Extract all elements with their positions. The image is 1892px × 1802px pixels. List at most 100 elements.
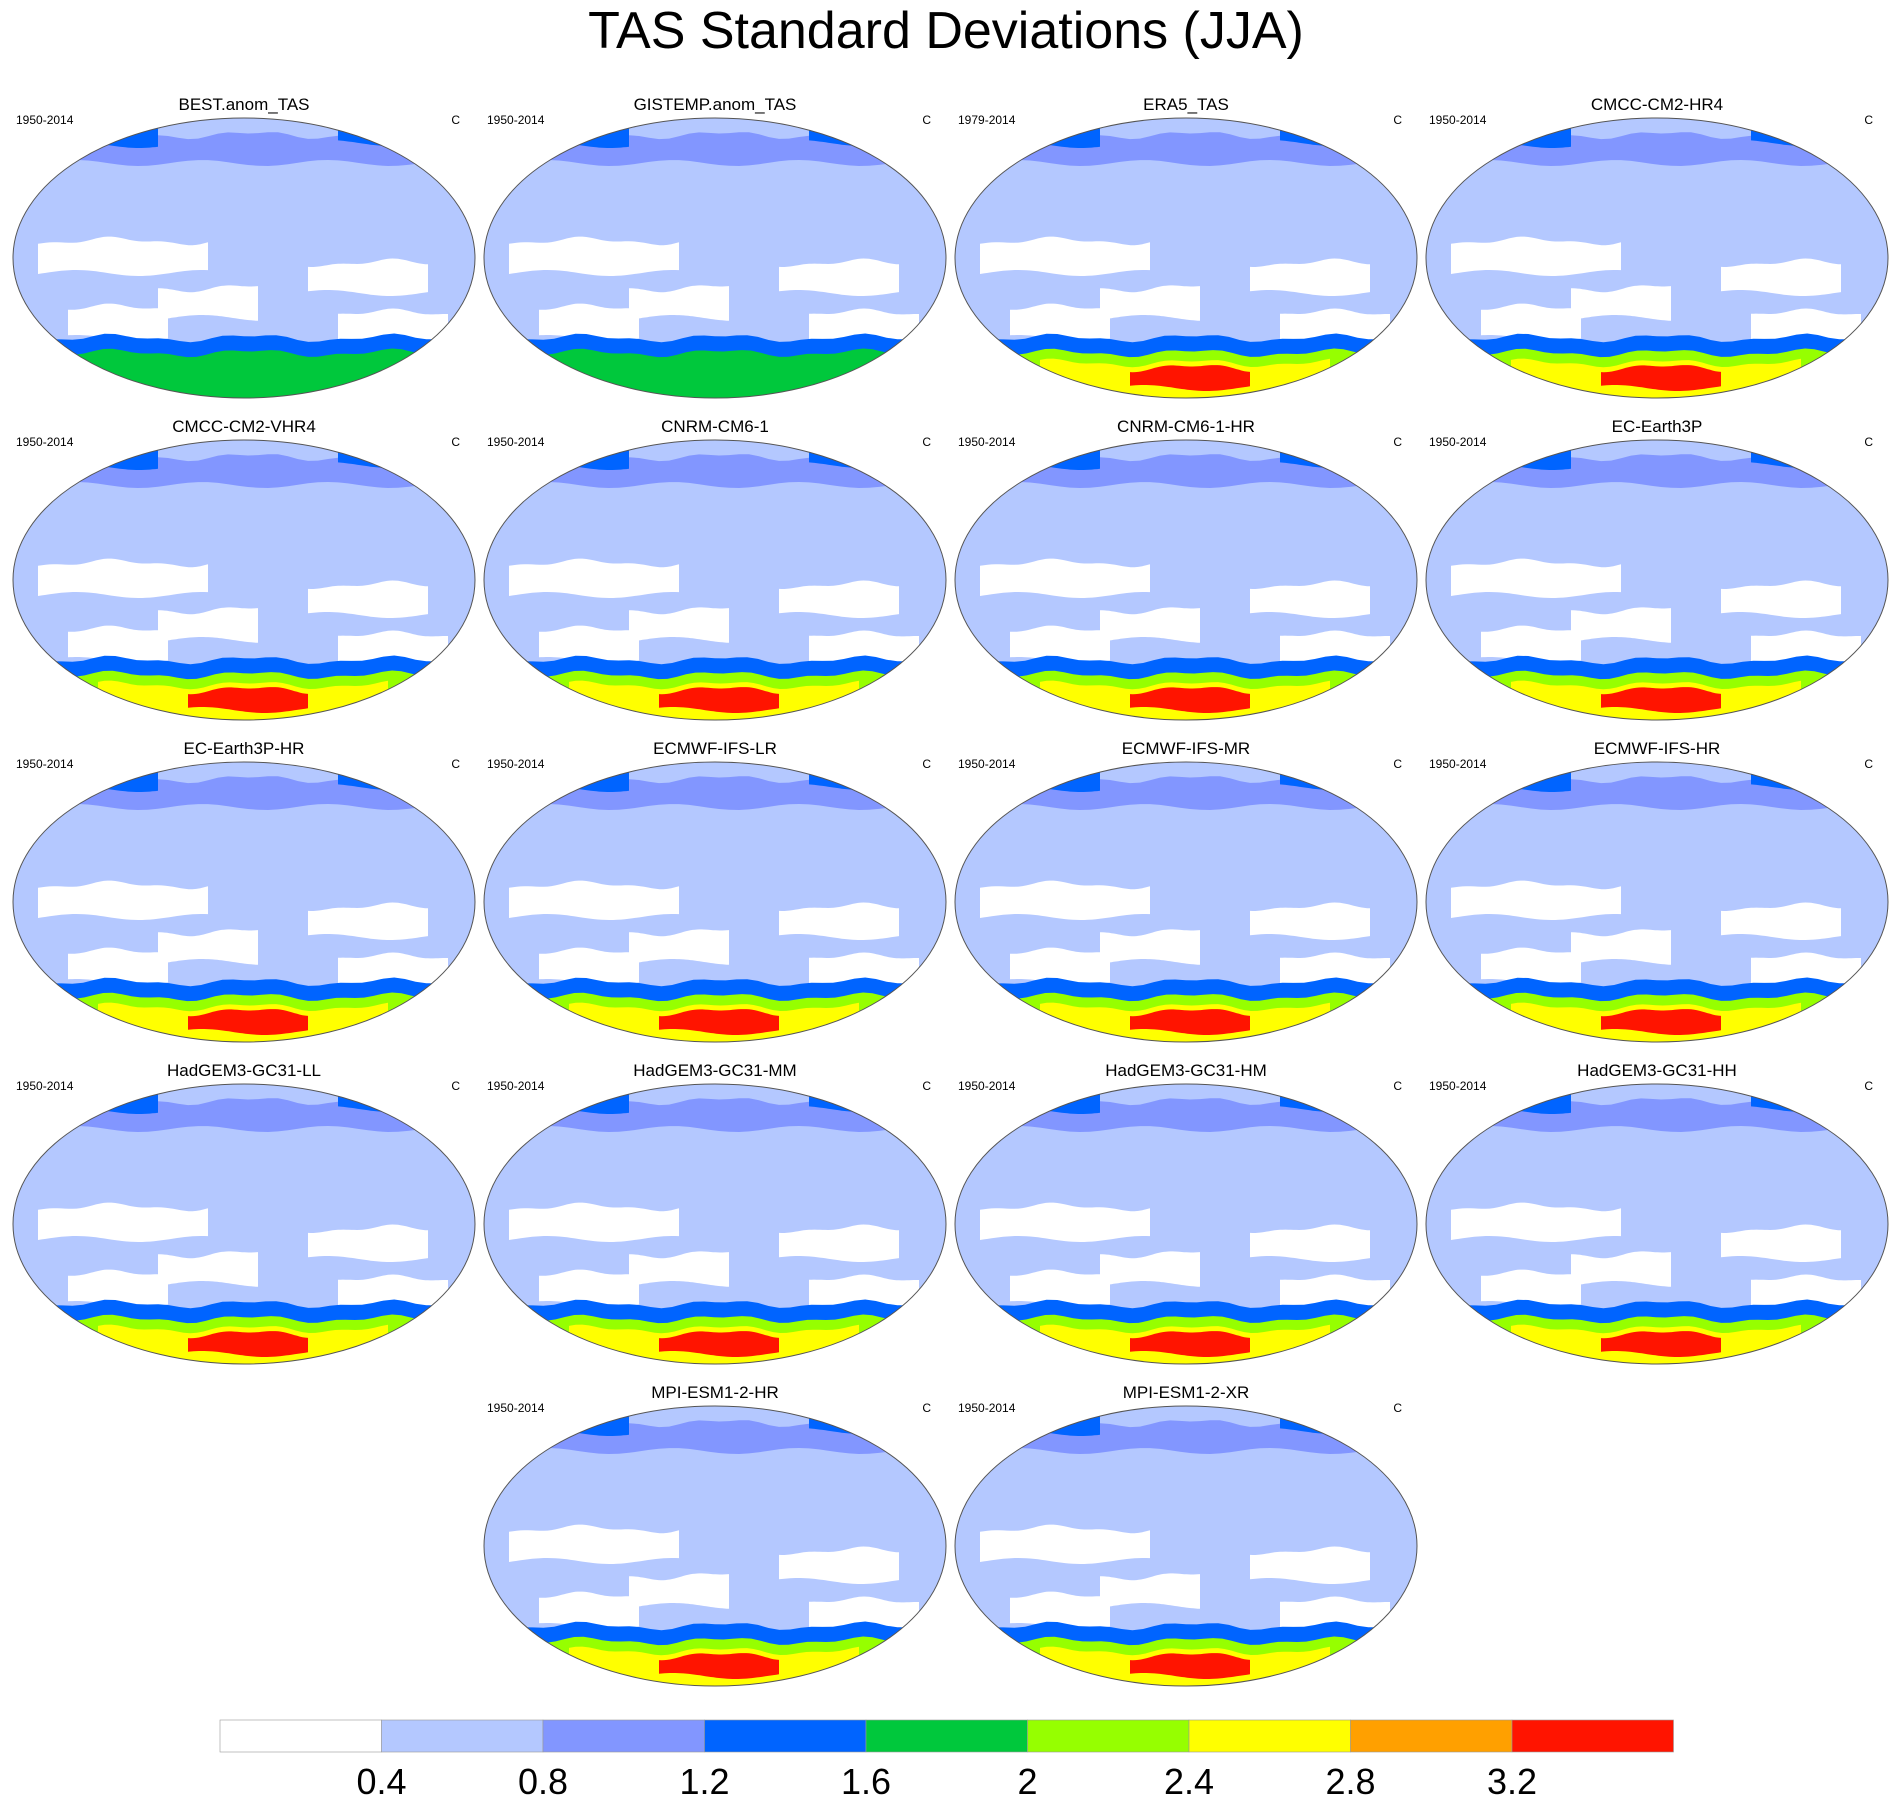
southern-variance-peak bbox=[1130, 687, 1250, 713]
robinson-map bbox=[954, 761, 1418, 1043]
map-outline bbox=[954, 1083, 1418, 1365]
map-panel: ECMWF-IFS-HR 1950-2014 C bbox=[1421, 739, 1892, 1051]
map-outline bbox=[954, 117, 1418, 399]
low-variance-band bbox=[1571, 929, 1671, 965]
panel-title: CMCC-CM2-HR4 bbox=[1590, 95, 1724, 114]
robinson-map bbox=[483, 439, 947, 721]
map-outline bbox=[954, 1405, 1418, 1687]
northern-variance-core bbox=[38, 766, 158, 792]
low-variance-band bbox=[809, 308, 919, 346]
northern-variance-core bbox=[509, 122, 629, 148]
panel-title: ECMWF-IFS-HR bbox=[1593, 739, 1721, 758]
map-panel: CNRM-CM6-1-HR 1950-2014 C bbox=[950, 417, 1422, 729]
northern-variance-core bbox=[1751, 1088, 1871, 1112]
northern-variance-core bbox=[1751, 766, 1871, 790]
low-variance-band bbox=[1721, 902, 1841, 940]
robinson-map bbox=[483, 1083, 947, 1365]
low-variance-band bbox=[629, 929, 729, 965]
panel-period: 1950-2014 bbox=[958, 1079, 1016, 1093]
low-variance-band bbox=[308, 902, 428, 940]
low-variance-band bbox=[158, 1251, 258, 1287]
panel-units: C bbox=[1864, 435, 1873, 449]
colorbar-box bbox=[1511, 1719, 1674, 1753]
robinson-map bbox=[1425, 1083, 1889, 1365]
low-variance-band bbox=[539, 625, 639, 663]
northern-variance-band bbox=[1441, 774, 1881, 810]
map-outline bbox=[1425, 1083, 1889, 1365]
low-variance-band bbox=[509, 880, 679, 920]
low-variance-band bbox=[1100, 1251, 1200, 1287]
map-outline bbox=[483, 117, 947, 399]
low-variance-band bbox=[1571, 1251, 1671, 1287]
panel-title: HadGEM3-GC31-HM bbox=[1105, 1061, 1267, 1080]
colorbar-label: 2.4 bbox=[1164, 1761, 1214, 1802]
colorbar-box bbox=[1350, 1719, 1513, 1753]
low-variance-band bbox=[539, 303, 639, 341]
panel-period: 1950-2014 bbox=[487, 1079, 545, 1093]
northern-variance-band bbox=[970, 774, 1410, 810]
northern-variance-band bbox=[1441, 130, 1881, 166]
map-panel: CMCC-CM2-HR4 1950-2014 C bbox=[1421, 95, 1892, 407]
panel-period: 1979-2014 bbox=[958, 113, 1016, 127]
map-outline bbox=[483, 439, 947, 721]
robinson-map bbox=[483, 761, 947, 1043]
panel-period: 1950-2014 bbox=[487, 435, 545, 449]
low-variance-band bbox=[1250, 902, 1370, 940]
panel-title: EC-Earth3P bbox=[1611, 417, 1703, 436]
low-variance-band bbox=[1280, 1596, 1390, 1634]
panel-title: HadGEM3-GC31-HH bbox=[1577, 1061, 1737, 1080]
robinson-map bbox=[483, 117, 947, 399]
low-variance-band bbox=[68, 625, 168, 663]
map-outline bbox=[12, 761, 476, 1043]
map-panel: CNRM-CM6-1 1950-2014 C bbox=[479, 417, 951, 729]
panel-title: HadGEM3-GC31-LL bbox=[166, 1061, 321, 1080]
northern-variance-core bbox=[509, 444, 629, 470]
colorbar-label: 1.6 bbox=[841, 1761, 891, 1802]
panel-units: C bbox=[451, 1079, 460, 1093]
panel-period: 1950-2014 bbox=[487, 757, 545, 771]
map-outline bbox=[1425, 439, 1889, 721]
low-variance-band bbox=[338, 308, 448, 346]
northern-variance-core bbox=[809, 122, 929, 146]
panel-units: C bbox=[451, 435, 460, 449]
low-variance-band bbox=[1481, 303, 1581, 341]
northern-variance-core bbox=[980, 1410, 1100, 1436]
northern-variance-core bbox=[38, 1088, 158, 1114]
panel-period: 1950-2014 bbox=[1429, 435, 1487, 449]
low-variance-band bbox=[1721, 1224, 1841, 1262]
colorbar-box bbox=[381, 1719, 544, 1753]
southern-variance-peak bbox=[188, 1331, 308, 1357]
panel-period: 1950-2014 bbox=[958, 1401, 1016, 1415]
northern-variance-core bbox=[509, 1088, 629, 1114]
northern-variance-band bbox=[970, 130, 1410, 166]
northern-variance-band bbox=[499, 774, 939, 810]
low-variance-band bbox=[809, 952, 919, 990]
southern-variance-peak bbox=[1601, 365, 1721, 391]
map-outline bbox=[954, 439, 1418, 721]
low-variance-band bbox=[1100, 929, 1200, 965]
low-variance-band bbox=[980, 558, 1150, 598]
southern-variance-peak bbox=[659, 1331, 779, 1357]
colorbar-box bbox=[219, 1719, 382, 1753]
northern-variance-band bbox=[28, 1096, 468, 1132]
northern-variance-core bbox=[1280, 1088, 1400, 1112]
panel-title: CNRM-CM6-1 bbox=[661, 417, 769, 436]
low-variance-band bbox=[1280, 952, 1390, 990]
low-variance-band bbox=[980, 1202, 1150, 1242]
map-panel: ECMWF-IFS-MR 1950-2014 C bbox=[950, 739, 1422, 1051]
low-variance-band bbox=[1721, 258, 1841, 296]
low-variance-band bbox=[338, 952, 448, 990]
northern-variance-band bbox=[499, 1418, 939, 1454]
colorbar-label: 3.2 bbox=[1487, 1761, 1537, 1802]
map-panel: HadGEM3-GC31-HH 1950-2014 C bbox=[1421, 1061, 1892, 1373]
low-variance-band bbox=[1481, 1269, 1581, 1307]
map-panel: EC-Earth3P-HR 1950-2014 C bbox=[8, 739, 480, 1051]
northern-variance-core bbox=[980, 444, 1100, 470]
low-variance-band bbox=[539, 1269, 639, 1307]
panel-units: C bbox=[1393, 1079, 1402, 1093]
low-variance-band bbox=[539, 1591, 639, 1629]
low-variance-band bbox=[308, 580, 428, 618]
map-outline bbox=[1425, 117, 1889, 399]
map-outline bbox=[12, 439, 476, 721]
northern-variance-core bbox=[1280, 766, 1400, 790]
